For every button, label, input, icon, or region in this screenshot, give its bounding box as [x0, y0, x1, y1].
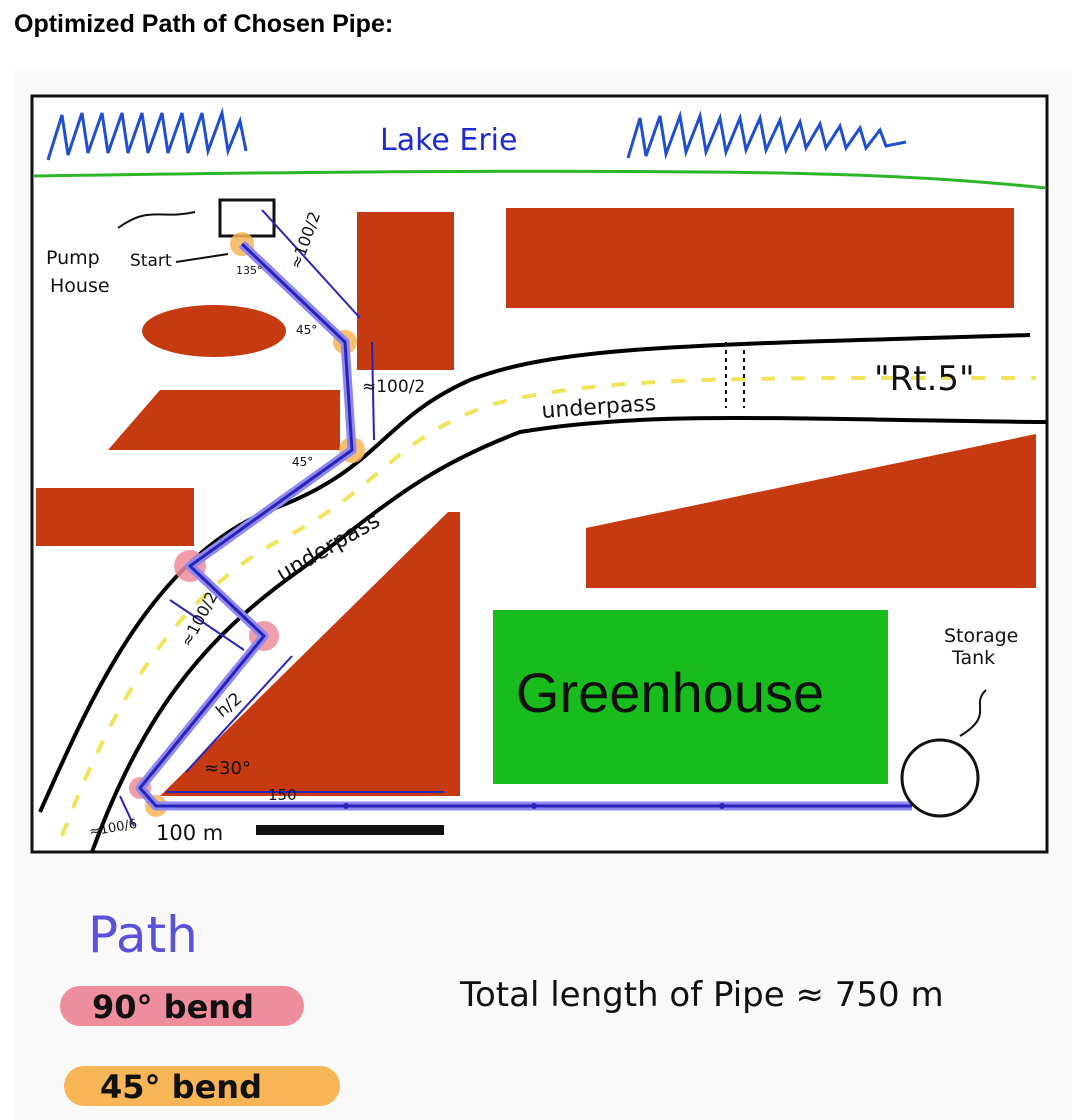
storage-tank-label-1: Storage [944, 625, 1018, 647]
building-4 [36, 488, 194, 546]
building-3 [108, 390, 340, 450]
pipe-joint [719, 803, 725, 809]
pump-arrow [117, 211, 196, 229]
scale-label: 100 m [156, 821, 223, 845]
pipe-joint [531, 803, 537, 809]
pump-house-label-2: House [50, 275, 110, 297]
building-triangle [160, 512, 460, 796]
road-label: "Rt.5" [874, 359, 975, 399]
tank-arrow [959, 689, 987, 737]
lake-label: Lake Erie [380, 123, 517, 158]
pipe-joint [343, 803, 349, 809]
pipe-path [138, 242, 912, 808]
road-centerline [60, 375, 1037, 837]
building-5 [586, 434, 1036, 588]
dim-angle-45-b: 45° [292, 455, 313, 469]
dim-angle: ≈30° [204, 758, 251, 779]
road-edge-lower [90, 416, 1047, 853]
shoreline [33, 169, 1047, 190]
dim-bottom: 150 [268, 786, 297, 804]
pump-house-label-1: Pump [46, 247, 100, 269]
page-title: Optimized Path of Chosen Pipe: [14, 10, 394, 38]
greenhouse-label: Greenhouse [516, 661, 824, 724]
dim-angle-45-a: 45° [296, 323, 317, 337]
pump-house [218, 198, 276, 238]
start-arrow [175, 253, 229, 263]
greenhouse [493, 610, 888, 784]
start-label: Start [130, 251, 172, 271]
road-edge-upper [38, 333, 1031, 813]
storage-tank [900, 738, 980, 818]
legend-swatch-45 [64, 1066, 340, 1106]
legend-swatch-90 [60, 986, 304, 1026]
legend-90-label: 90° bend [92, 988, 254, 1026]
building-2 [506, 208, 1014, 308]
dim-seg2: ≈100/2 [362, 377, 425, 397]
dimension-lines [119, 209, 444, 835]
lake-waves [46, 107, 907, 161]
legend-45-label: 45° bend [100, 1068, 262, 1106]
storage-tank-label-2: Tank [951, 647, 995, 669]
building-oval [142, 305, 286, 357]
dim-angle-135: 135° [236, 264, 263, 277]
building-1 [357, 212, 454, 370]
total-length: Total length of Pipe ≈ 750 m [459, 975, 944, 1015]
legend-title: Path [88, 906, 198, 964]
